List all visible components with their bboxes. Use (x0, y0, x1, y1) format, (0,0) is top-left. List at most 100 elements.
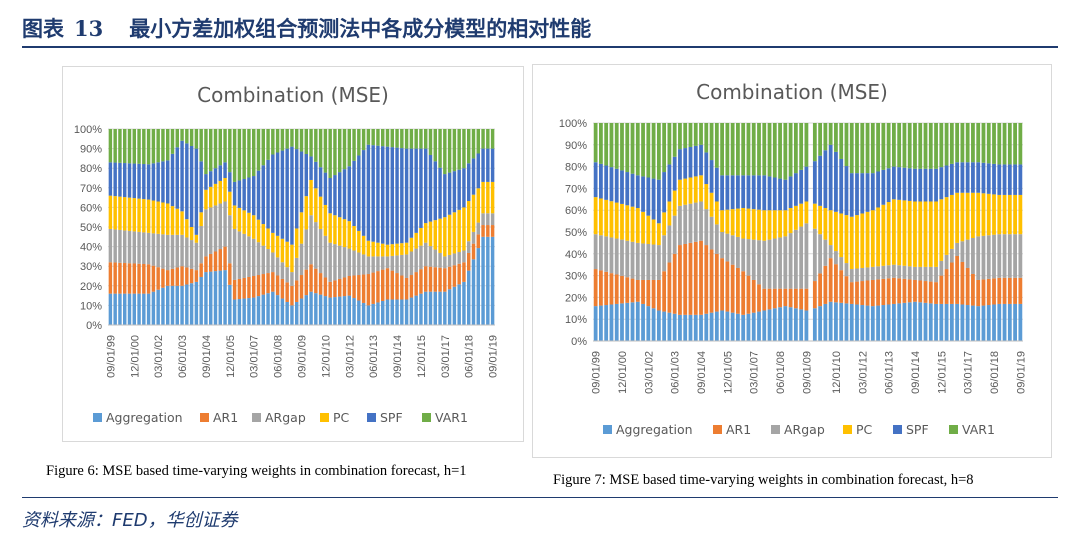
bar-segment-aggregation (185, 284, 189, 325)
x-tick-label: 06/01/13 (884, 351, 896, 394)
bar-segment-var1 (166, 129, 170, 161)
x-tick-label: 12/01/15 (416, 335, 428, 378)
bar-segment-argap (934, 266, 938, 283)
bar-segment-pc (486, 181, 490, 214)
bar-segment-pc (651, 219, 656, 245)
bar-segment-aggregation (907, 302, 912, 341)
bar-segment-ar1 (228, 263, 232, 285)
bar-segment-aggregation (604, 305, 609, 341)
bar-segment-aggregation (328, 297, 332, 325)
y-tick-label: 70% (565, 183, 587, 195)
bar-segment-spf (161, 161, 165, 203)
bar-segment-var1 (886, 123, 891, 169)
bar-segment-pc (290, 244, 294, 273)
y-tick-label: 10% (80, 300, 102, 312)
bar-segment-spf (476, 153, 480, 189)
bar-segment-ar1 (108, 262, 113, 294)
bar-segment-ar1 (118, 262, 122, 294)
bar-segment-spf (849, 173, 854, 217)
bar-segment-spf (414, 148, 418, 233)
bar-segment-spf (1002, 164, 1007, 195)
bar-segment-aggregation (481, 236, 485, 325)
bar-segment-ar1 (185, 267, 189, 285)
bar-segment-var1 (614, 123, 619, 169)
bar-segment-pc (635, 208, 640, 243)
x-tick-label: 06/01/08 (775, 351, 787, 394)
y-tick-label: 10% (565, 314, 587, 326)
bar-segment-argap (767, 239, 772, 289)
bar-segment-spf (1007, 164, 1012, 195)
bar-segment-ar1 (614, 274, 619, 304)
bar-segment-argap (793, 229, 798, 289)
bar-segment-var1 (137, 129, 141, 164)
bar-segment-pc (361, 235, 366, 255)
bar-segment-spf (142, 164, 146, 200)
bar-segment-ar1 (471, 243, 476, 260)
bar-segment-var1 (714, 123, 719, 168)
bar-segment-var1 (486, 129, 490, 149)
legend-label-aggregation: Aggregation (106, 410, 183, 425)
bar-segment-var1 (395, 129, 399, 148)
bar-segment-spf (741, 175, 746, 209)
bar-segment-aggregation (266, 293, 270, 325)
bar-segment-aggregation (725, 311, 730, 341)
bar-segment-aggregation (1013, 303, 1017, 341)
bar-segment-var1 (209, 129, 213, 172)
bar-segment-ar1 (767, 288, 772, 310)
bar-segment-ar1 (290, 285, 294, 306)
bar-segment-pc (704, 184, 709, 210)
bar-segment-ar1 (347, 276, 351, 296)
bar-segment-aggregation (428, 291, 433, 325)
bar-segment-ar1 (428, 266, 433, 292)
bar-segment-var1 (256, 129, 261, 171)
bar-segment-var1 (438, 129, 442, 168)
bar-segment-pc (409, 237, 414, 252)
bar-segment-ar1 (662, 271, 667, 312)
bar-segment-aggregation (381, 300, 385, 325)
bar-segment-argap (855, 268, 859, 282)
bar-segment-argap (161, 234, 165, 269)
bar-segment-argap (981, 235, 986, 280)
bar-segment-argap (741, 238, 746, 272)
bar-segment-var1 (812, 123, 817, 162)
bar-segment-var1 (955, 123, 960, 163)
bar-segment-pc (918, 201, 923, 267)
bar-segment-argap (118, 229, 122, 263)
bar-segment-ar1 (123, 263, 127, 294)
bar-segment-spf (194, 148, 199, 235)
bar-segment-spf (404, 148, 409, 243)
bar-segment-aggregation (400, 299, 404, 325)
bar-segment-argap (232, 228, 237, 280)
bar-segment-spf (304, 153, 308, 197)
bar-segment-pc (170, 206, 175, 235)
bar-segment-ar1 (295, 280, 299, 302)
x-tick-label: 09/01/09 (297, 335, 309, 378)
bar-segment-ar1 (194, 270, 199, 282)
bar-segment-var1 (793, 123, 798, 174)
bar-segment-spf (123, 163, 127, 198)
bar-segment-aggregation (462, 281, 466, 325)
bar-segment-spf (271, 154, 275, 233)
bar-segment-pc (949, 194, 954, 249)
bar-segment-pc (913, 201, 917, 267)
bar-segment-argap (960, 241, 965, 262)
bar-segment-var1 (299, 129, 304, 152)
bar-segment-spf (992, 163, 996, 195)
bar-segment-pc (424, 223, 428, 243)
bar-segment-pc (132, 198, 136, 232)
x-tick-label: 09/01/99 (591, 351, 603, 394)
bar-segment-aggregation (352, 298, 356, 325)
bar-segment-spf (256, 170, 261, 220)
bar-segment-spf (118, 162, 122, 197)
bar-segment-aggregation (772, 308, 777, 341)
bar-segment-argap (986, 235, 991, 279)
bar-segment-pc (730, 209, 735, 236)
bar-segment-ar1 (736, 267, 740, 314)
bar-segment-ar1 (189, 268, 194, 284)
bar-segment-var1 (599, 123, 603, 164)
bar-segment-var1 (328, 129, 332, 178)
bar-segment-spf (285, 148, 289, 242)
bar-segment-pc (113, 196, 117, 230)
bar-segment-aggregation (918, 302, 923, 341)
bar-segment-aggregation (295, 301, 299, 325)
